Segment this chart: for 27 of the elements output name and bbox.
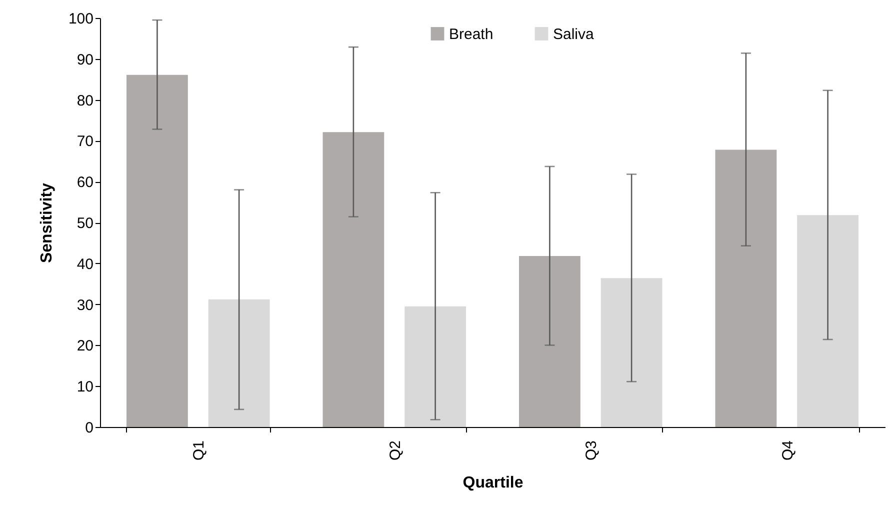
bar: [600, 278, 662, 427]
bar: [208, 299, 270, 427]
y-tick-label: 80: [76, 92, 94, 110]
x-tick-label: Q4: [779, 440, 796, 461]
y-tick-label: 0: [85, 420, 94, 436]
y-tick-label: 100: [68, 10, 94, 28]
bar: [404, 306, 466, 427]
bar: [322, 132, 384, 427]
bar: [797, 215, 859, 427]
y-tick-label: 60: [76, 174, 94, 192]
bar: [126, 74, 188, 427]
y-tick-label: 90: [76, 51, 94, 68]
legend-label: Saliva: [553, 26, 595, 43]
y-tick-label: 50: [76, 215, 94, 232]
y-tick-label: 20: [76, 338, 94, 355]
x-axis-title: Quartile: [462, 474, 524, 492]
y-axis-title: Sensitivity: [38, 182, 56, 264]
bar: [518, 256, 580, 427]
legend-label: Breath: [449, 26, 494, 43]
y-tick-label: 40: [76, 256, 94, 273]
x-tick-label: Q1: [190, 440, 208, 461]
y-tick-label: 10: [76, 378, 94, 396]
x-tick-label: Q2: [386, 440, 404, 461]
y-tick-label: 30: [76, 296, 94, 314]
y-tick-label: 70: [76, 133, 94, 150]
x-tick-label: Q3: [583, 440, 600, 461]
bar: [715, 150, 777, 427]
